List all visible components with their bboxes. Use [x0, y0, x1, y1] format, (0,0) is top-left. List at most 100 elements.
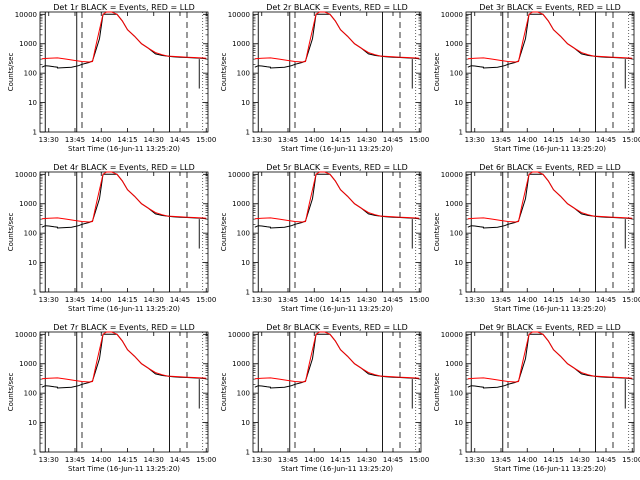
y-tick-label: 10: [28, 419, 37, 427]
chart-panel-3: Det 3r BLACK = Events, RED = LLD Counts/s…: [433, 3, 640, 153]
series-line-lld: [41, 171, 207, 223]
y-tick-label: 10000: [228, 171, 250, 179]
x-axis-label: Start Time (16-Jun-11 13:25:20): [494, 305, 606, 313]
y-tick-label: 1000: [232, 200, 250, 208]
chart-panel-9: Det 9r BLACK = Events, RED = LLD Counts/s…: [433, 323, 640, 473]
chart-title: Det 5r BLACK = Events, RED = LLD: [266, 163, 408, 172]
x-tick-label: 14:30: [357, 136, 377, 144]
y-tick-label: 100: [237, 70, 250, 78]
x-tick-label: 14:00: [91, 136, 111, 144]
plot-frame: [465, 171, 635, 293]
x-tick-label: 14:30: [144, 456, 164, 464]
x-tick-label: 14:00: [91, 456, 111, 464]
y-tick-label: 10000: [228, 331, 250, 339]
chart-panel-2: Det 2r BLACK = Events, RED = LLD Counts/s…: [220, 3, 429, 153]
plot-frame: [39, 11, 209, 133]
x-tick-label: 14:30: [144, 296, 164, 304]
x-axis-label: Start Time (16-Jun-11 13:25:20): [281, 305, 393, 313]
y-tick-label: 10: [241, 99, 250, 107]
series-line-lld: [467, 331, 633, 383]
plot-frame: [252, 331, 422, 453]
x-tick-label: 14:15: [330, 456, 350, 464]
x-tick-label: 14:45: [596, 136, 616, 144]
series-line-events: [41, 173, 207, 229]
y-tick-label: 1: [246, 129, 250, 137]
y-tick-label: 100: [237, 390, 250, 398]
y-tick-label: 1: [246, 289, 250, 297]
y-tick-label: 10000: [441, 171, 463, 179]
x-tick-label: 14:00: [517, 456, 537, 464]
y-tick-label: 100: [237, 230, 250, 238]
chart-title: Det 8r BLACK = Events, RED = LLD: [266, 323, 408, 332]
x-tick-label: 14:15: [543, 296, 563, 304]
x-tick-label: 14:45: [170, 136, 190, 144]
series-line-events: [254, 333, 420, 389]
y-axis-label: Counts/sec: [433, 53, 441, 92]
chart-title: Det 7r BLACK = Events, RED = LLD: [53, 323, 195, 332]
plot-frame: [252, 171, 422, 293]
x-tick-label: 13:45: [65, 296, 85, 304]
x-tick-label: 15:00: [196, 136, 216, 144]
x-tick-label: 13:30: [465, 296, 485, 304]
y-tick-label: 10: [241, 259, 250, 267]
x-tick-label: 15:00: [622, 456, 640, 464]
x-tick-label: 13:30: [39, 136, 59, 144]
plot-frame: [39, 331, 209, 453]
x-axis-label: Start Time (16-Jun-11 13:25:20): [68, 145, 180, 153]
series-line-lld: [254, 11, 420, 63]
series-line-lld: [254, 331, 420, 383]
series-line-events: [254, 13, 420, 69]
x-tick-label: 13:30: [252, 136, 272, 144]
series-line-lld: [41, 331, 207, 383]
x-tick-label: 14:00: [91, 296, 111, 304]
x-tick-label: 15:00: [622, 136, 640, 144]
y-tick-label: 10000: [441, 331, 463, 339]
y-axis-label: Counts/sec: [7, 53, 15, 92]
y-tick-label: 10000: [228, 11, 250, 19]
x-tick-label: 14:00: [304, 296, 324, 304]
series-line-events: [467, 333, 633, 389]
x-tick-label: 14:15: [117, 136, 137, 144]
y-tick-label: 1000: [445, 360, 463, 368]
y-tick-label: 1: [33, 449, 37, 457]
x-tick-label: 13:30: [252, 296, 272, 304]
x-tick-label: 15:00: [196, 456, 216, 464]
x-tick-label: 13:45: [65, 136, 85, 144]
series-line-lld: [254, 171, 420, 223]
series-line-lld: [467, 11, 633, 63]
x-tick-label: 14:45: [596, 456, 616, 464]
x-tick-label: 15:00: [196, 296, 216, 304]
chart-panel-8: Det 8r BLACK = Events, RED = LLD Counts/s…: [220, 323, 429, 473]
y-tick-label: 10: [241, 419, 250, 427]
x-tick-label: 14:45: [596, 296, 616, 304]
plot-frame: [39, 171, 209, 293]
series-line-events: [41, 13, 207, 69]
x-tick-label: 14:45: [383, 296, 403, 304]
x-tick-label: 14:30: [144, 136, 164, 144]
chart-panel-1: Det 1r BLACK = Events, RED = LLD Counts/s…: [7, 3, 216, 153]
chart-panel-4: Det 4r BLACK = Events, RED = LLD Counts/s…: [7, 163, 216, 313]
x-tick-label: 14:30: [357, 456, 377, 464]
chart-title: Det 4r BLACK = Events, RED = LLD: [53, 163, 195, 172]
y-tick-label: 100: [24, 230, 37, 238]
x-tick-label: 15:00: [409, 136, 429, 144]
x-tick-label: 14:00: [304, 136, 324, 144]
chart-panel-6: Det 6r BLACK = Events, RED = LLD Counts/s…: [433, 163, 640, 313]
y-tick-label: 1000: [445, 40, 463, 48]
plot-frame: [465, 11, 635, 133]
x-tick-label: 15:00: [409, 296, 429, 304]
y-tick-label: 100: [24, 390, 37, 398]
y-tick-label: 10: [454, 419, 463, 427]
y-axis-label: Counts/sec: [433, 213, 441, 252]
x-tick-label: 14:15: [330, 136, 350, 144]
x-tick-label: 14:45: [383, 136, 403, 144]
chart-title: Det 3r BLACK = Events, RED = LLD: [479, 3, 621, 12]
y-tick-label: 1000: [232, 40, 250, 48]
y-tick-label: 1000: [19, 40, 37, 48]
y-tick-label: 1: [459, 449, 463, 457]
x-tick-label: 14:15: [543, 136, 563, 144]
x-tick-label: 14:30: [570, 456, 590, 464]
x-tick-label: 14:15: [117, 296, 137, 304]
x-tick-label: 14:15: [117, 456, 137, 464]
